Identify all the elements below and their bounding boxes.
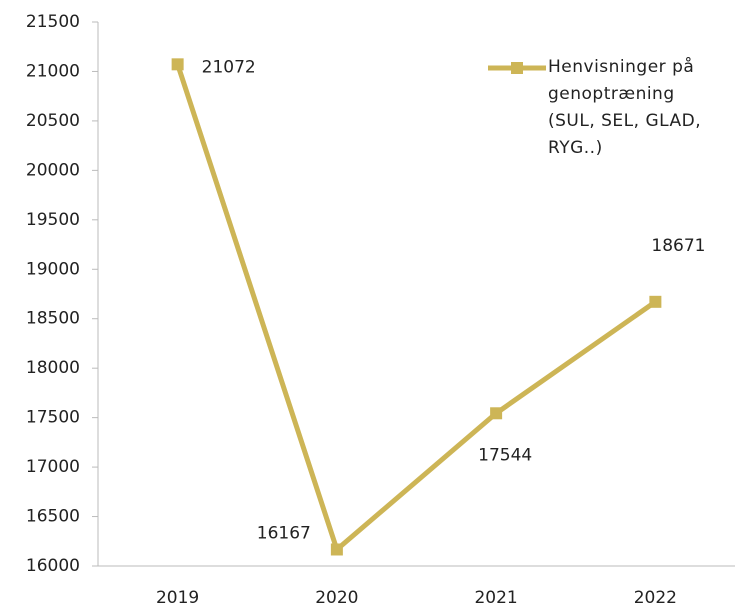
legend-swatch [488, 62, 546, 74]
data-label: 16167 [257, 523, 311, 543]
y-tick-label: 16000 [26, 556, 80, 576]
y-tick-label: 18500 [26, 309, 80, 329]
legend: Henvisninger på genoptræning (SUL, SEL, … [488, 56, 723, 162]
x-tick-label: 2020 [315, 588, 358, 607]
y-tick-label: 17000 [26, 457, 80, 477]
y-tick-label: 19000 [26, 259, 80, 279]
x-tick-label: 2022 [634, 588, 677, 607]
x-tick-label: 2021 [474, 588, 517, 607]
x-tick-label: 2019 [156, 588, 199, 607]
series-line [175, 63, 657, 552]
legend-marker [511, 62, 523, 74]
y-tick-label: 21500 [26, 12, 80, 32]
data-label: 21072 [202, 57, 256, 77]
y-tick-label: 16500 [26, 507, 80, 527]
legend-label: Henvisninger på genoptræning (SUL, SEL, … [548, 57, 702, 158]
y-tick-label: 18000 [26, 358, 80, 378]
data-label: 17544 [478, 445, 532, 465]
y-tick-label: 19500 [26, 210, 80, 230]
y-tick-label: 20500 [26, 111, 80, 131]
marker [649, 295, 662, 308]
data-label: 18671 [651, 236, 705, 256]
marker [330, 543, 343, 556]
y-tick-label: 17500 [26, 408, 80, 428]
y-tick-label: 21000 [26, 61, 80, 81]
marker [171, 58, 184, 71]
marker [490, 407, 503, 420]
y-tick-label: 20000 [26, 160, 80, 180]
